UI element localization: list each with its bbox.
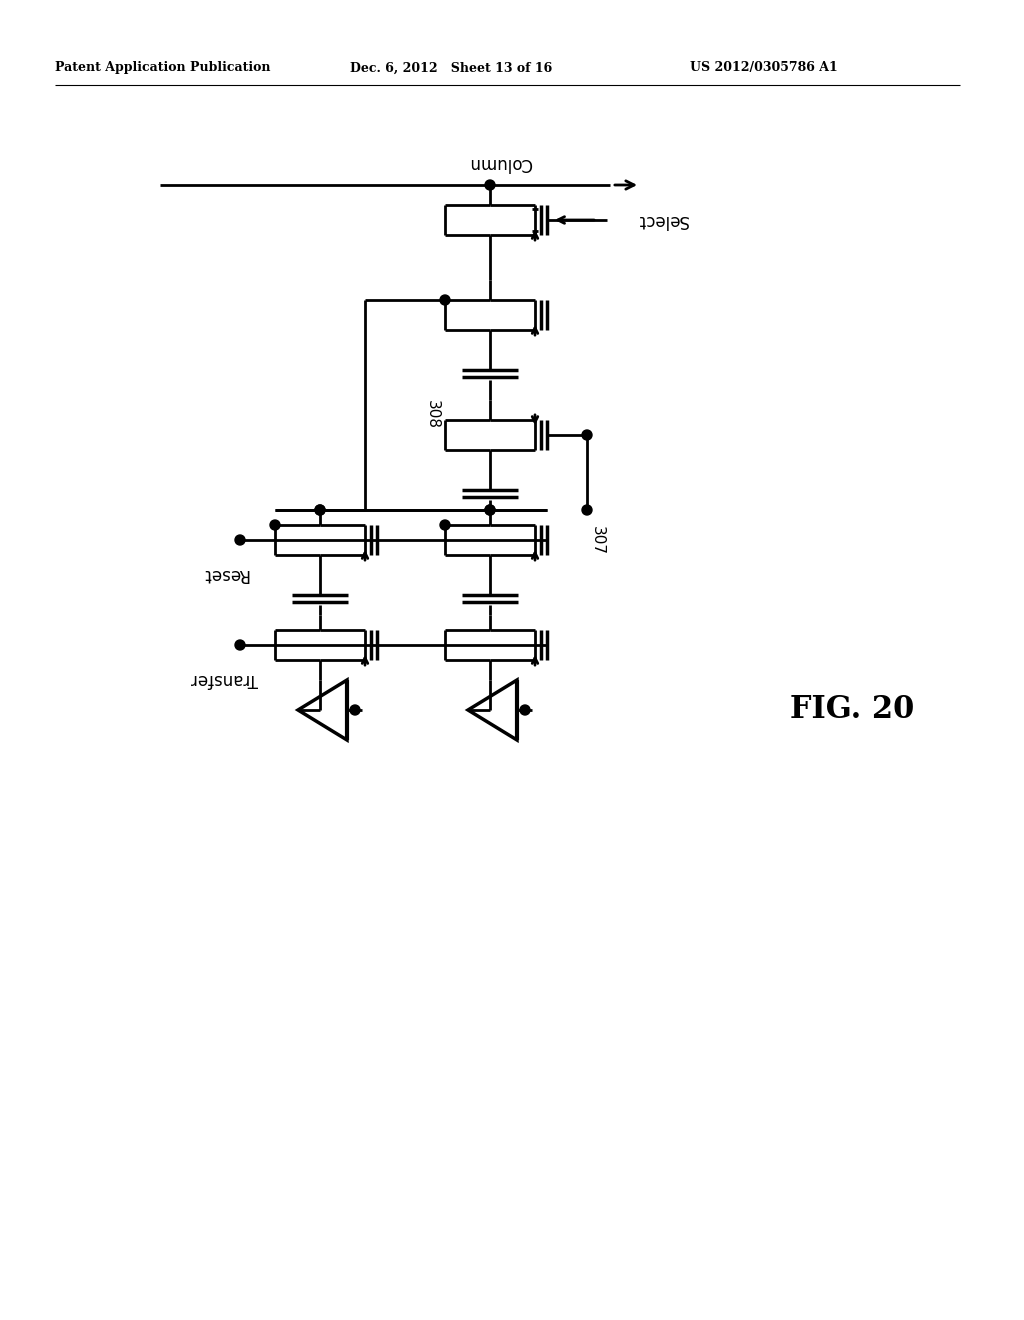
Text: Column: Column <box>468 154 531 172</box>
Circle shape <box>270 520 280 531</box>
Circle shape <box>582 430 592 440</box>
Circle shape <box>582 506 592 515</box>
Text: 307: 307 <box>590 525 605 554</box>
Circle shape <box>440 520 450 531</box>
Text: Reset: Reset <box>202 565 248 583</box>
Text: Select: Select <box>636 211 688 228</box>
Text: 308: 308 <box>425 400 440 429</box>
Text: US 2012/0305786 A1: US 2012/0305786 A1 <box>690 62 838 74</box>
Circle shape <box>485 180 495 190</box>
Circle shape <box>234 640 245 649</box>
Circle shape <box>485 506 495 515</box>
Circle shape <box>440 294 450 305</box>
Text: Patent Application Publication: Patent Application Publication <box>55 62 270 74</box>
Circle shape <box>350 705 360 715</box>
Circle shape <box>520 705 530 715</box>
Text: FIG. 20: FIG. 20 <box>790 694 914 726</box>
Text: Dec. 6, 2012   Sheet 13 of 16: Dec. 6, 2012 Sheet 13 of 16 <box>350 62 552 74</box>
Circle shape <box>234 535 245 545</box>
Circle shape <box>315 506 325 515</box>
Text: Transfer: Transfer <box>191 671 258 688</box>
Circle shape <box>315 506 325 515</box>
Circle shape <box>485 506 495 515</box>
